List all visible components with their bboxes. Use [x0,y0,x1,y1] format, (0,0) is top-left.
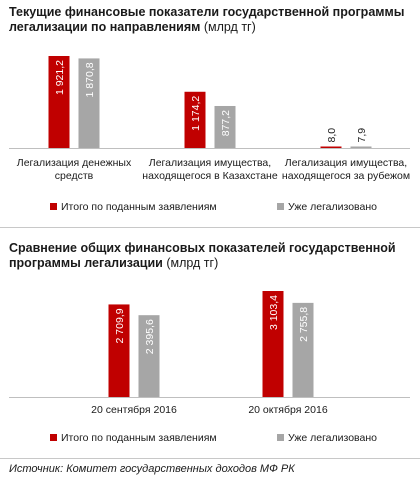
chart-1-value-label-s2-c2: 877,2 [220,110,232,136]
chart-2-legend-swatch-2 [277,434,284,441]
chart-2-bar-s2-c1 [138,315,160,397]
chart-1-bar-s2-c2 [214,105,236,148]
chart-1-category-label: находящегося в Казахстане [142,170,278,182]
chart-1-category-label: находящегося за рубежом [282,170,410,182]
chart-1-category-label: Легализация имущества, [285,157,407,169]
chart-2-value-label-s2-c2: 2 755,8 [298,307,310,342]
chart-2: 2 709,9 2 395,6 20 сентября 2016 3 103,4 2 7… [0,291,420,459]
chart-1-value-label-s1-c1: 1 921,2 [54,60,66,95]
chart-1-category-label: Легализация имущества, [149,157,271,169]
chart-2-bar-s1-c1 [108,304,130,397]
chart-1-title: Текущие финансовые показатели государств… [9,5,405,34]
chart-1-bar-s1-c1 [48,56,70,148]
chart-1-value-label-s2-c1: 1 870,8 [84,62,96,97]
chart-1-category-label: средств [55,170,94,182]
chart-2-bar-s2-c2 [292,302,314,397]
chart-2-category-label: 20 сентября 2016 [91,404,177,416]
chart-2-legend-label-2: Уже легализовано [288,432,377,444]
chart-1-bar-s1-c3 [320,146,342,148]
chart-2-category-label: 20 октября 2016 [248,404,328,416]
source-note: Источник: Комитет государственных доходо… [9,463,295,475]
chart-1-legend-swatch-2 [277,203,284,210]
chart-1-bar-s2-c3 [350,146,372,148]
chart-1-value-label-s1-c3: 8,0 [326,128,338,143]
chart-2-value-label-s2-c1: 2 395,6 [144,319,156,354]
chart-1-value-label-s1-c2: 1 174,2 [190,96,202,131]
chart-1-legend-label-2: Уже легализовано [288,201,377,213]
chart-2-value-label-s1-c1: 2 709,9 [114,308,126,343]
chart-1-category-label: Легализация денежных [17,157,132,169]
chart-2-value-label-s1-c2: 3 103,4 [268,295,280,330]
chart-2-legend-swatch-1 [50,434,57,441]
chart-2-legend-label-1: Итого по поданным заявлениям [61,432,217,444]
chart-1-legend-swatch-1 [50,203,57,210]
chart-1: 1 921,2 1 870,8 Легализация денежныхсредст… [0,56,420,228]
chart-2-bar-s1-c2 [262,291,284,397]
chart-1-value-label-s2-c3: 7,9 [356,128,368,143]
chart-1-legend-label-1: Итого по поданным заявлениям [61,201,217,213]
chart-1-bar-s2-c1 [78,58,100,148]
chart-1-bar-s1-c2 [184,91,206,148]
chart-2-title: Сравнение общих финансовых показателей г… [9,241,396,270]
